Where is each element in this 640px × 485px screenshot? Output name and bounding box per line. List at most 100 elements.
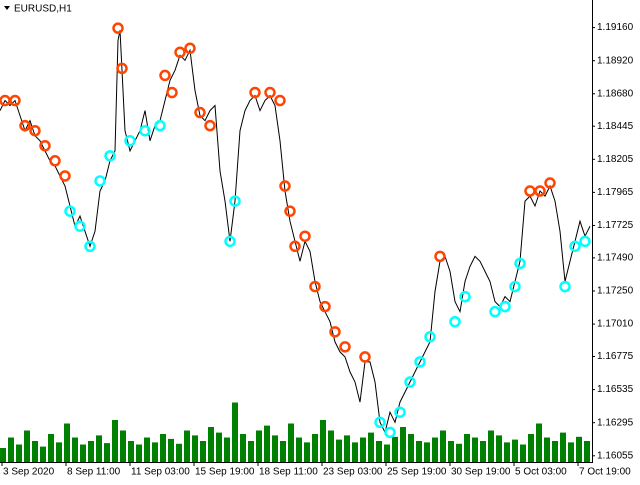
x-tick-label: 3 Sep 2020 xyxy=(3,467,55,478)
signal-marker xyxy=(414,356,426,368)
signal-marker xyxy=(279,180,291,192)
signal-marker xyxy=(264,86,276,99)
signal-marker xyxy=(274,94,286,107)
volume-bar xyxy=(168,438,174,462)
volume-bar xyxy=(0,448,6,462)
price-line xyxy=(0,30,591,434)
signal-marker xyxy=(64,205,76,217)
menu-arrow[interactable] xyxy=(4,6,10,10)
volume-bar xyxy=(544,437,550,462)
y-tick-label: 1.18445 xyxy=(597,121,634,132)
signal-marker xyxy=(309,280,321,293)
y-tick-label: 1.17490 xyxy=(597,253,634,264)
volume-bar xyxy=(488,430,494,462)
volume-bar xyxy=(384,444,390,462)
signal-marker xyxy=(59,170,71,182)
volume-bar xyxy=(224,437,230,462)
volume-bar xyxy=(104,443,110,462)
x-tick-label: 30 Sep 19:00 xyxy=(451,467,511,478)
y-tick-label: 1.18680 xyxy=(597,88,634,99)
x-tick-label: 25 Sep 19:00 xyxy=(387,467,447,478)
volume-bar xyxy=(328,430,334,462)
chart-title: EURUSD,H1 xyxy=(14,4,72,15)
volume-bar xyxy=(248,441,254,462)
volume-bar xyxy=(48,434,54,462)
volume-bar xyxy=(408,434,414,462)
volume-bar xyxy=(392,436,398,462)
volume-bar xyxy=(400,427,406,462)
volume-bar xyxy=(312,434,318,462)
signal-marker xyxy=(249,86,261,99)
x-tick-label: 8 Sep 11:00 xyxy=(67,467,121,478)
volume-bar xyxy=(496,435,502,462)
volume-bar xyxy=(472,437,478,462)
volume-bar xyxy=(520,444,526,462)
signal-marker xyxy=(84,240,96,253)
signal-marker xyxy=(299,230,311,242)
x-tick-label: 11 Sep 03:00 xyxy=(131,467,190,478)
volume-bar xyxy=(296,437,302,462)
signal-marker xyxy=(39,140,51,152)
signal-marker xyxy=(339,341,351,353)
x-tick-label: 15 Sep 19:00 xyxy=(195,467,255,478)
signal-marker xyxy=(394,406,406,418)
volume-bar xyxy=(432,437,438,462)
signal-marker xyxy=(544,177,556,189)
signal-marker xyxy=(514,257,526,270)
volume-bar xyxy=(240,434,246,462)
volume-bar xyxy=(96,435,102,462)
volume-bar xyxy=(128,441,134,462)
volume-bar xyxy=(440,430,446,462)
signal-marker xyxy=(139,124,151,137)
volume-bar xyxy=(264,425,270,462)
signal-marker xyxy=(104,150,116,162)
volume-bar xyxy=(464,434,470,462)
volume-bar xyxy=(552,441,558,462)
signal-marker xyxy=(154,119,166,132)
signal-marker xyxy=(116,62,128,75)
volume-bar xyxy=(336,439,342,462)
y-tick-label: 1.16775 xyxy=(597,351,634,362)
signal-marker xyxy=(579,235,591,248)
y-tick-label: 1.18920 xyxy=(597,55,634,66)
volume-bar xyxy=(360,437,366,462)
volume-bar xyxy=(80,444,86,462)
x-tick-label: 5 Oct 03:00 xyxy=(515,467,567,478)
signal-marker xyxy=(329,326,341,338)
signal-marker xyxy=(166,86,178,99)
signal-marker xyxy=(424,331,436,343)
volume-bar xyxy=(120,430,126,462)
volume-bar xyxy=(424,442,430,462)
volume-bar xyxy=(192,435,198,462)
signal-marker xyxy=(124,135,136,147)
signal-marker xyxy=(319,300,331,313)
y-tick-label: 1.16535 xyxy=(597,384,634,395)
y-tick-label: 1.17725 xyxy=(597,220,634,231)
volume-bar xyxy=(568,442,574,462)
signal-marker xyxy=(112,22,124,34)
volume-bar xyxy=(40,446,46,462)
signal-marker xyxy=(74,220,86,232)
y-tick-label: 1.16295 xyxy=(597,417,634,428)
volume-bar xyxy=(304,442,310,462)
volume-bar xyxy=(536,423,542,462)
volume-bar xyxy=(528,434,534,462)
volume-bar xyxy=(368,432,374,462)
volume-bar xyxy=(208,427,214,462)
volume-bar xyxy=(64,423,70,462)
y-tick-label: 1.17965 xyxy=(597,187,634,198)
volume-bar xyxy=(16,444,22,462)
volume-bar xyxy=(24,430,30,462)
signal-marker xyxy=(384,426,396,439)
volume-bar xyxy=(376,441,382,462)
volume-bar xyxy=(216,432,222,462)
volume-bar xyxy=(136,444,142,462)
volume-bar xyxy=(176,443,182,462)
signal-marker xyxy=(434,250,446,263)
signal-marker xyxy=(184,42,196,55)
volume-bar xyxy=(256,430,262,462)
signal-marker xyxy=(194,106,206,119)
signal-marker xyxy=(534,185,546,197)
volume-bar xyxy=(56,442,62,462)
